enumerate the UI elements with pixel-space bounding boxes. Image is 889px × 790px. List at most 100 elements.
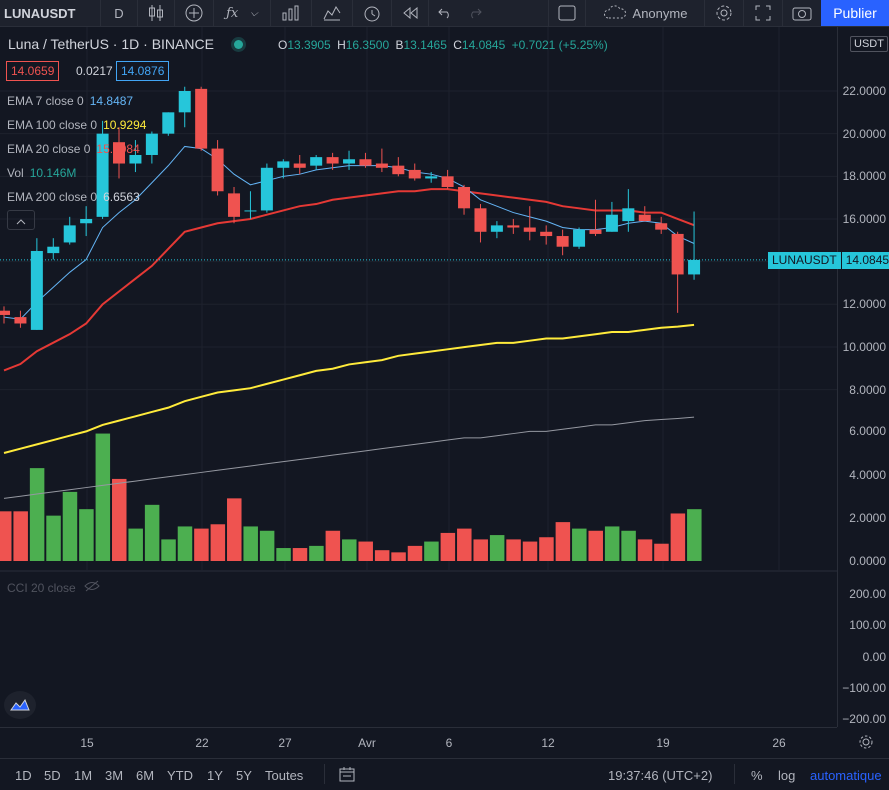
range-5y-button[interactable]: 5Y	[236, 768, 252, 783]
candle-body	[556, 236, 569, 247]
fx-icon[interactable]: ƒx ⌵	[226, 5, 258, 21]
collapse-legend-button[interactable]	[7, 210, 35, 230]
user-menu-button[interactable]: Anonyme	[586, 0, 704, 26]
axis-settings-icon[interactable]	[858, 734, 874, 753]
range-1m-button[interactable]: 1M	[74, 768, 93, 783]
symbol-search-button[interactable]: LUNAUSDT	[4, 5, 76, 21]
date-range-icon[interactable]	[339, 766, 355, 785]
time-label: 27	[278, 736, 292, 750]
bottom-toolbar: 1D 5D 1M 3M 6M YTD 1Y 5Y Toutes 19:37:46…	[0, 758, 889, 790]
alert-icon[interactable]	[353, 0, 391, 26]
indicator-ema200[interactable]: EMA 200 close 0 6.6563	[7, 190, 140, 204]
tradingview-logo-icon[interactable]	[4, 691, 36, 719]
price-tick-label: 18.0000	[842, 169, 886, 184]
candle-body	[359, 159, 372, 166]
candle-body	[14, 317, 27, 324]
volume-bar	[654, 543, 669, 561]
volume-bar	[637, 539, 653, 561]
range-all-button[interactable]: Toutes	[265, 768, 304, 783]
volume-bar	[95, 433, 111, 561]
range-6m-button[interactable]: 6M	[136, 768, 155, 783]
candle-body	[540, 231, 553, 237]
time-label: 12	[541, 736, 555, 750]
range-5d-button[interactable]: 5D	[44, 768, 61, 783]
currency-label[interactable]: USDT	[850, 36, 888, 52]
cci-legend[interactable]: CCI 20 close	[7, 580, 100, 595]
gear-icon[interactable]	[705, 0, 743, 26]
volume-bar	[522, 541, 538, 561]
chart-pane[interactable]	[0, 27, 837, 727]
volume-bar	[391, 552, 406, 561]
percent-scale-button[interactable]: %	[751, 768, 763, 783]
last-price-value: 14.0845	[841, 252, 889, 269]
range-3m-button[interactable]: 3M	[105, 768, 124, 783]
indicator-ema7[interactable]: EMA 7 close 0 14.8487	[7, 94, 133, 108]
candle-body	[589, 229, 602, 234]
indicator-value: 14.8487	[89, 94, 134, 108]
volume-bar	[572, 528, 587, 561]
candle-body	[277, 161, 290, 168]
cci-tick-label: −100.00	[842, 681, 886, 695]
redo-icon[interactable]	[460, 0, 490, 26]
volume-bar	[687, 509, 702, 561]
candle-body	[80, 218, 93, 224]
volume-bar	[128, 528, 143, 561]
candle-body	[474, 208, 487, 232]
fullscreen-icon[interactable]	[744, 0, 782, 26]
volume-bar	[539, 537, 554, 561]
sell-price-box[interactable]: 14.0659	[6, 61, 60, 81]
low-label: B	[395, 38, 404, 52]
volume-tick-label: 0.0000	[849, 554, 886, 568]
auto-scale-button[interactable]: automatique	[810, 768, 882, 783]
publish-button[interactable]: Publier	[821, 0, 889, 26]
divider	[324, 764, 325, 784]
buy-price-box[interactable]: 14.0876	[116, 61, 170, 81]
range-1d-button[interactable]: 1D	[15, 768, 32, 783]
candle-body	[408, 169, 421, 179]
chart-canvas[interactable]	[0, 27, 837, 727]
compare-add-icon[interactable]	[175, 0, 213, 26]
camera-icon[interactable]	[783, 0, 821, 26]
candle-body	[638, 214, 651, 222]
cci-tick-label: −200.00	[842, 712, 886, 726]
range-1y-button[interactable]: 1Y	[207, 768, 223, 783]
time-label: 19	[656, 736, 670, 750]
price-axis[interactable]: USDT 22.0000 20.0000 18.0000 16.0000 12.0000…	[837, 27, 889, 749]
candle-body	[425, 176, 438, 179]
range-ytd-button[interactable]: YTD	[167, 768, 193, 783]
volume-bar	[194, 528, 209, 561]
clock-timezone[interactable]: 19:37:46 (UTC+2)	[608, 768, 713, 783]
candle-body	[260, 167, 273, 211]
indicator-volume[interactable]: Vol 10.146M	[7, 166, 76, 180]
open-value: 13.3905	[287, 38, 331, 52]
candle-type-icon[interactable]	[138, 0, 174, 26]
indicator-ema20[interactable]: EMA 20 close 0 15.7084	[7, 142, 140, 156]
undo-icon[interactable]	[430, 0, 460, 26]
templates-icon[interactable]	[312, 0, 352, 26]
candle-body	[195, 88, 208, 149]
log-scale-button[interactable]: log	[778, 768, 796, 783]
candle-body	[96, 133, 109, 217]
volume-bar	[112, 478, 127, 561]
price-tick-label: 12.0000	[842, 297, 886, 312]
volume-bar	[457, 528, 472, 561]
candle-body	[162, 112, 175, 134]
candle-body	[688, 259, 701, 275]
indicator-value: 6.6563	[103, 190, 140, 204]
candle-body	[310, 157, 323, 166]
candle-body	[113, 142, 126, 164]
eye-hidden-icon[interactable]	[83, 580, 100, 595]
volume-bar	[621, 530, 636, 561]
high-label: H	[337, 38, 346, 52]
replay-icon[interactable]	[392, 0, 428, 26]
volume-bar	[374, 550, 390, 561]
candle-body	[228, 193, 241, 217]
candle-body	[523, 227, 536, 232]
layout-icon[interactable]	[549, 0, 585, 26]
interval-button[interactable]: D	[114, 5, 124, 21]
indicator-ema100[interactable]: EMA 100 close 0 10.9294	[7, 118, 146, 132]
indicator-label: EMA 200 close 0	[7, 190, 98, 204]
financials-icon[interactable]	[271, 0, 311, 26]
time-axis[interactable]: 15 22 27 Avr 6 12 19 26	[0, 727, 837, 758]
cci-tick-label: 200.00	[849, 587, 886, 601]
